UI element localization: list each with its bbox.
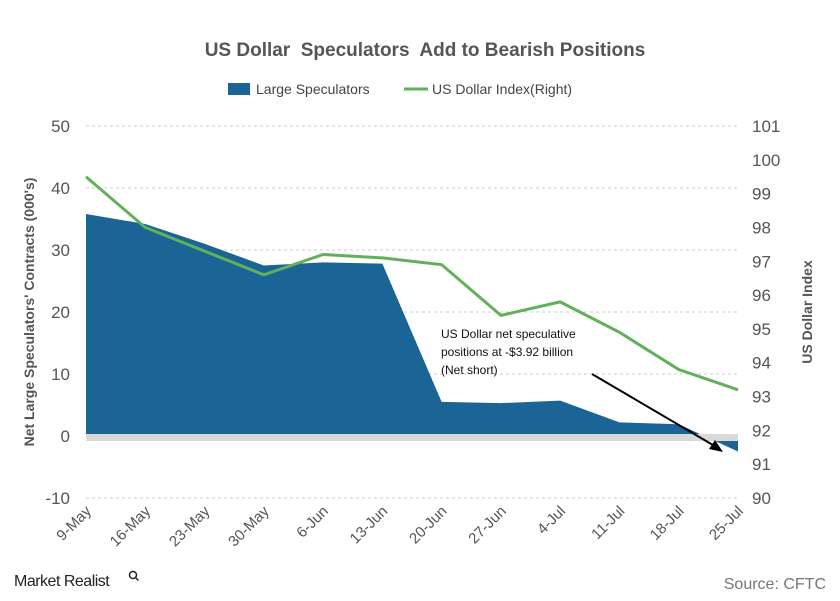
annotation-arrow [591, 373, 719, 449]
x-tick-label: 9-May [53, 502, 95, 544]
y-tick-left: -10 [45, 489, 70, 508]
y-tick-right: 99 [752, 185, 771, 204]
x-tick-label: 18-Jul [647, 503, 688, 544]
line-dollar-index [85, 175, 739, 392]
y-tick-left: 10 [51, 365, 70, 384]
y-tick-left: 50 [51, 117, 70, 136]
y-tick-right: 92 [752, 421, 771, 440]
y-tick-left: 20 [51, 303, 70, 322]
y-tick-right: 100 [752, 151, 780, 170]
brand-logo: Market Realist [14, 573, 110, 590]
y-tick-left: 40 [51, 179, 70, 198]
x-axis-baseline [86, 434, 738, 441]
y-tick-right: 101 [752, 117, 780, 136]
x-tick-label: 25-Jul [706, 503, 747, 544]
x-tick-label: 30-May [225, 502, 273, 550]
x-tick-label: 16-May [107, 502, 155, 550]
source-note: Source: CFTC [724, 576, 826, 593]
annotation-line-3: (Net short) [441, 363, 498, 377]
legend: Large Speculators US Dollar Index(Right) [228, 81, 572, 97]
legend-label-dollar-index: US Dollar Index(Right) [432, 81, 572, 97]
arrow-head-icon [709, 440, 723, 452]
annotation-line-1: US Dollar net speculative [441, 327, 576, 341]
area-large-speculators [86, 214, 738, 452]
y-tick-right: 98 [752, 218, 771, 237]
x-tick-label: 6-Jun [293, 503, 332, 542]
x-tick-label: 20-Jun [406, 503, 450, 547]
annotation: US Dollar net speculative positions at -… [441, 327, 723, 452]
x-tick-label: 23-May [166, 502, 214, 550]
y-tick-right: 93 [752, 388, 771, 407]
x-tick-label: 13-Jun [347, 503, 391, 547]
x-tick-label: 4-Jul [534, 503, 569, 538]
y-axis-label-left: Net Large Speculators' Contracts (000's) [21, 178, 37, 447]
legend-swatch-large-speculators [228, 83, 250, 95]
y-tick-left: 0 [61, 427, 70, 446]
y-tick-left: 30 [51, 241, 70, 260]
y-tick-right: 96 [752, 286, 771, 305]
y-tick-right: 97 [752, 252, 771, 271]
y-tick-right: 91 [752, 455, 771, 474]
y-axis-label-right: US Dollar Index [799, 260, 815, 364]
legend-label-large-speculators: Large Speculators [256, 81, 370, 97]
x-tick-label: 27-Jun [465, 503, 509, 547]
y-tick-right: 90 [752, 489, 771, 508]
y-tick-right: 95 [752, 320, 771, 339]
x-tick-label: 11-Jul [588, 503, 628, 543]
y-tick-right: 94 [752, 354, 771, 373]
annotation-line-2: positions at -$3.92 billion [441, 345, 573, 359]
magnifier-icon [128, 570, 140, 582]
chart-title: US Dollar Speculators Add to Bearish Pos… [205, 40, 646, 61]
